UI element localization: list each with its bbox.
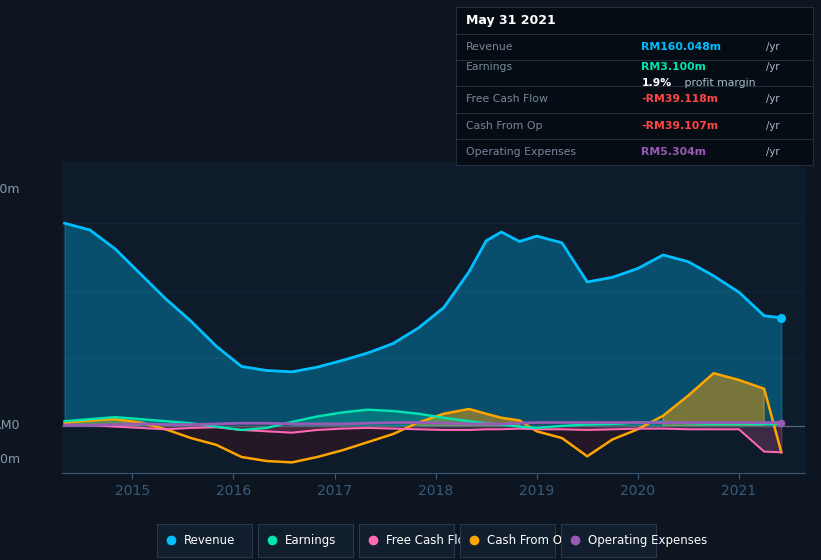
Text: RM5.304m: RM5.304m <box>641 147 706 157</box>
Text: Earnings: Earnings <box>285 534 336 547</box>
Text: RM350m: RM350m <box>0 183 21 196</box>
Text: Operating Expenses: Operating Expenses <box>466 147 576 157</box>
Text: profit margin: profit margin <box>681 78 755 87</box>
Text: RM160.048m: RM160.048m <box>641 42 722 52</box>
Text: Free Cash Flow: Free Cash Flow <box>466 94 548 104</box>
Text: Cash From Op: Cash From Op <box>466 121 543 130</box>
Text: Free Cash Flow: Free Cash Flow <box>386 534 474 547</box>
Text: Operating Expenses: Operating Expenses <box>588 534 707 547</box>
Text: Revenue: Revenue <box>184 534 235 547</box>
Text: Cash From Op: Cash From Op <box>487 534 569 547</box>
Text: /yr: /yr <box>766 62 780 72</box>
Text: RM0: RM0 <box>0 419 21 432</box>
Text: -RM39.107m: -RM39.107m <box>641 121 718 130</box>
Text: Revenue: Revenue <box>466 42 514 52</box>
Text: /yr: /yr <box>766 121 780 130</box>
Text: -RM50m: -RM50m <box>0 453 21 466</box>
Text: /yr: /yr <box>766 94 780 104</box>
Text: RM3.100m: RM3.100m <box>641 62 706 72</box>
Text: Earnings: Earnings <box>466 62 513 72</box>
Text: /yr: /yr <box>766 42 780 52</box>
Text: May 31 2021: May 31 2021 <box>466 14 556 27</box>
Text: /yr: /yr <box>766 147 780 157</box>
Text: 1.9%: 1.9% <box>641 78 672 87</box>
Text: -RM39.118m: -RM39.118m <box>641 94 718 104</box>
